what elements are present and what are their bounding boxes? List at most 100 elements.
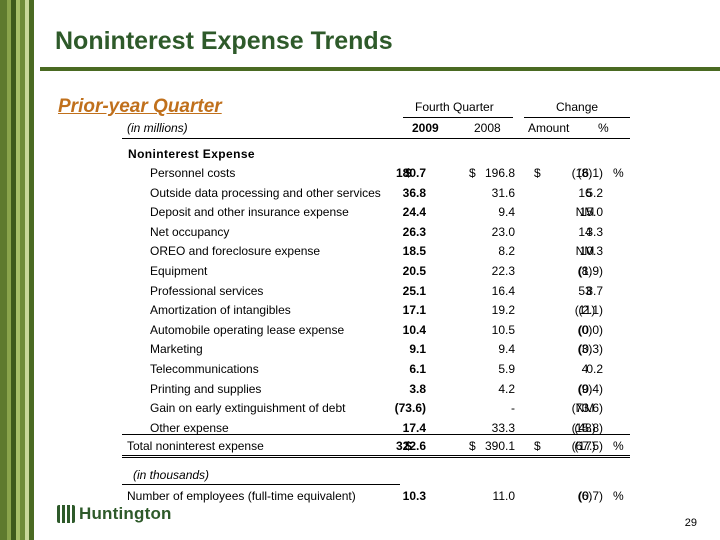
employees-change-percent: (6) bbox=[577, 489, 593, 503]
row-label: Marketing bbox=[150, 342, 203, 356]
total-2008-currency: $ bbox=[469, 439, 476, 453]
row-2008-currency: $ bbox=[469, 166, 476, 180]
row-label: Printing and supplies bbox=[150, 382, 262, 396]
total-amount-currency: $ bbox=[534, 439, 541, 453]
total-double-rule-2 bbox=[122, 457, 630, 458]
employees-2008-value: 11.0 bbox=[492, 489, 515, 503]
page-number: 29 bbox=[684, 517, 697, 529]
row-change-amount: 10.3 bbox=[579, 244, 603, 258]
row-2008-value: 196.8 bbox=[484, 166, 515, 180]
row-change-amount: 5.2 bbox=[586, 186, 603, 200]
thousands-rule bbox=[122, 484, 400, 485]
decorative-side-stripes bbox=[0, 0, 38, 540]
employees-percent-sign: % bbox=[613, 489, 624, 503]
row-change-amount: (1.9) bbox=[578, 264, 603, 278]
row-change-amount: (15.8) bbox=[571, 421, 603, 435]
row-2009-value: 180.7 bbox=[395, 166, 426, 180]
section-subtitle: Prior-year Quarter bbox=[58, 96, 222, 117]
row-2009-value: 24.4 bbox=[402, 205, 426, 219]
row-change-amount: (2.1) bbox=[578, 303, 603, 317]
row-2009-value: 17.1 bbox=[402, 303, 426, 317]
row-change-percent: 16 bbox=[578, 186, 592, 200]
row-label: Net occupancy bbox=[150, 225, 230, 239]
row-label: Other expense bbox=[150, 421, 229, 435]
row-amount-currency: $ bbox=[534, 166, 541, 180]
total-top-rule bbox=[122, 434, 630, 435]
section-label: Noninterest Expense bbox=[128, 147, 255, 161]
row-change-percent: (3) bbox=[577, 342, 593, 356]
total-change-amount: (67.5) bbox=[571, 439, 603, 453]
row-2008-value: 4.2 bbox=[498, 382, 515, 396]
total-2009-currency: $ bbox=[405, 439, 412, 453]
row-label: Professional services bbox=[150, 284, 264, 298]
row-2008-value: 23.0 bbox=[491, 225, 515, 239]
header-fourth-quarter: Fourth Quarter bbox=[415, 100, 494, 114]
row-label: Personnel costs bbox=[150, 166, 236, 180]
row-label: Deposit and other insurance expense bbox=[150, 205, 349, 219]
row-label: Telecommunications bbox=[150, 362, 259, 376]
row-change-amount: 15.0 bbox=[579, 205, 603, 219]
page-title: Noninterest Expense Trends bbox=[55, 27, 393, 55]
row-2009-value: 25.1 bbox=[402, 284, 426, 298]
row-2009-value: (73.6) bbox=[394, 401, 426, 415]
row-change-percent: NM bbox=[575, 205, 595, 219]
row-2009-value: 26.3 bbox=[402, 225, 426, 239]
row-change-amount: (16.1) bbox=[571, 166, 603, 180]
row-2008-value: 19.2 bbox=[491, 303, 515, 317]
row-change-amount: 0.2 bbox=[586, 362, 603, 376]
total-double-rule-1 bbox=[122, 455, 630, 456]
employees-label: Number of employees (full-time equivalen… bbox=[127, 489, 356, 503]
header-percent: % bbox=[598, 121, 609, 135]
total-label: Total noninterest expense bbox=[127, 439, 264, 453]
row-change-amount: (0.4) bbox=[578, 382, 603, 396]
row-2009-value: 17.4 bbox=[402, 421, 426, 435]
row-change-percent: 4 bbox=[581, 362, 589, 376]
row-change-amount: (73.6) bbox=[571, 401, 603, 415]
row-change-percent: NM bbox=[575, 401, 595, 415]
row-label: Amortization of intangibles bbox=[150, 303, 291, 317]
row-2009-value: 36.8 bbox=[402, 186, 426, 200]
header-fourth-quarter-rule bbox=[403, 117, 513, 118]
row-label: OREO and foreclosure expense bbox=[150, 244, 321, 258]
thousands-label: (in thousands) bbox=[133, 468, 210, 482]
company-logo: Huntington bbox=[57, 503, 172, 525]
row-2008-value: 10.5 bbox=[491, 323, 515, 337]
row-2009-value: 6.1 bbox=[409, 362, 426, 376]
row-2008-value: 22.3 bbox=[491, 264, 515, 278]
row-change-percent: 14 bbox=[578, 225, 592, 239]
row-2008-value: 31.6 bbox=[491, 186, 515, 200]
header-amount: Amount bbox=[528, 121, 570, 135]
employees-2009-value: 10.3 bbox=[402, 489, 426, 503]
row-2009-value: 3.8 bbox=[409, 382, 426, 396]
row-change-amount: (0.0) bbox=[578, 323, 603, 337]
header-change-rule bbox=[524, 117, 630, 118]
logo-text: Huntington bbox=[79, 504, 172, 523]
total-change-percent: (17) bbox=[574, 439, 596, 453]
row-2008-value: 9.4 bbox=[498, 342, 515, 356]
row-change-percent: NM bbox=[575, 244, 595, 258]
total-2008-value: 390.1 bbox=[484, 439, 515, 453]
row-label: Automobile operating lease expense bbox=[150, 323, 345, 337]
row-2009-value: 20.5 bbox=[402, 264, 426, 278]
employees-change-amount: (0.7) bbox=[578, 489, 603, 503]
header-2009: 2009 bbox=[412, 121, 439, 135]
row-2009-value: 18.5 bbox=[402, 244, 426, 258]
row-change-percent: 53 bbox=[578, 284, 592, 298]
row-change-percent: (9) bbox=[577, 382, 593, 396]
row-percent-sign: % bbox=[613, 166, 624, 180]
total-percent-sign: % bbox=[613, 439, 624, 453]
row-change-amount: 3.3 bbox=[586, 225, 603, 239]
row-label: Equipment bbox=[150, 264, 208, 278]
row-label: Outside data processing and other servic… bbox=[150, 186, 381, 200]
row-2009-value: 10.4 bbox=[402, 323, 426, 337]
total-2009-value: 322.6 bbox=[395, 439, 426, 453]
row-2008-value: 9.4 bbox=[498, 205, 515, 219]
row-2008-value: 5.9 bbox=[498, 362, 515, 376]
row-2009-currency: $ bbox=[405, 166, 412, 180]
row-change-percent: (0) bbox=[577, 323, 593, 337]
row-change-percent: (8) bbox=[577, 264, 593, 278]
row-change-amount: (0.3) bbox=[578, 342, 603, 356]
row-2008-value: 16.4 bbox=[491, 284, 515, 298]
row-label: Gain on early extinguishment of debt bbox=[150, 401, 346, 415]
row-change-percent: (11) bbox=[574, 303, 596, 317]
